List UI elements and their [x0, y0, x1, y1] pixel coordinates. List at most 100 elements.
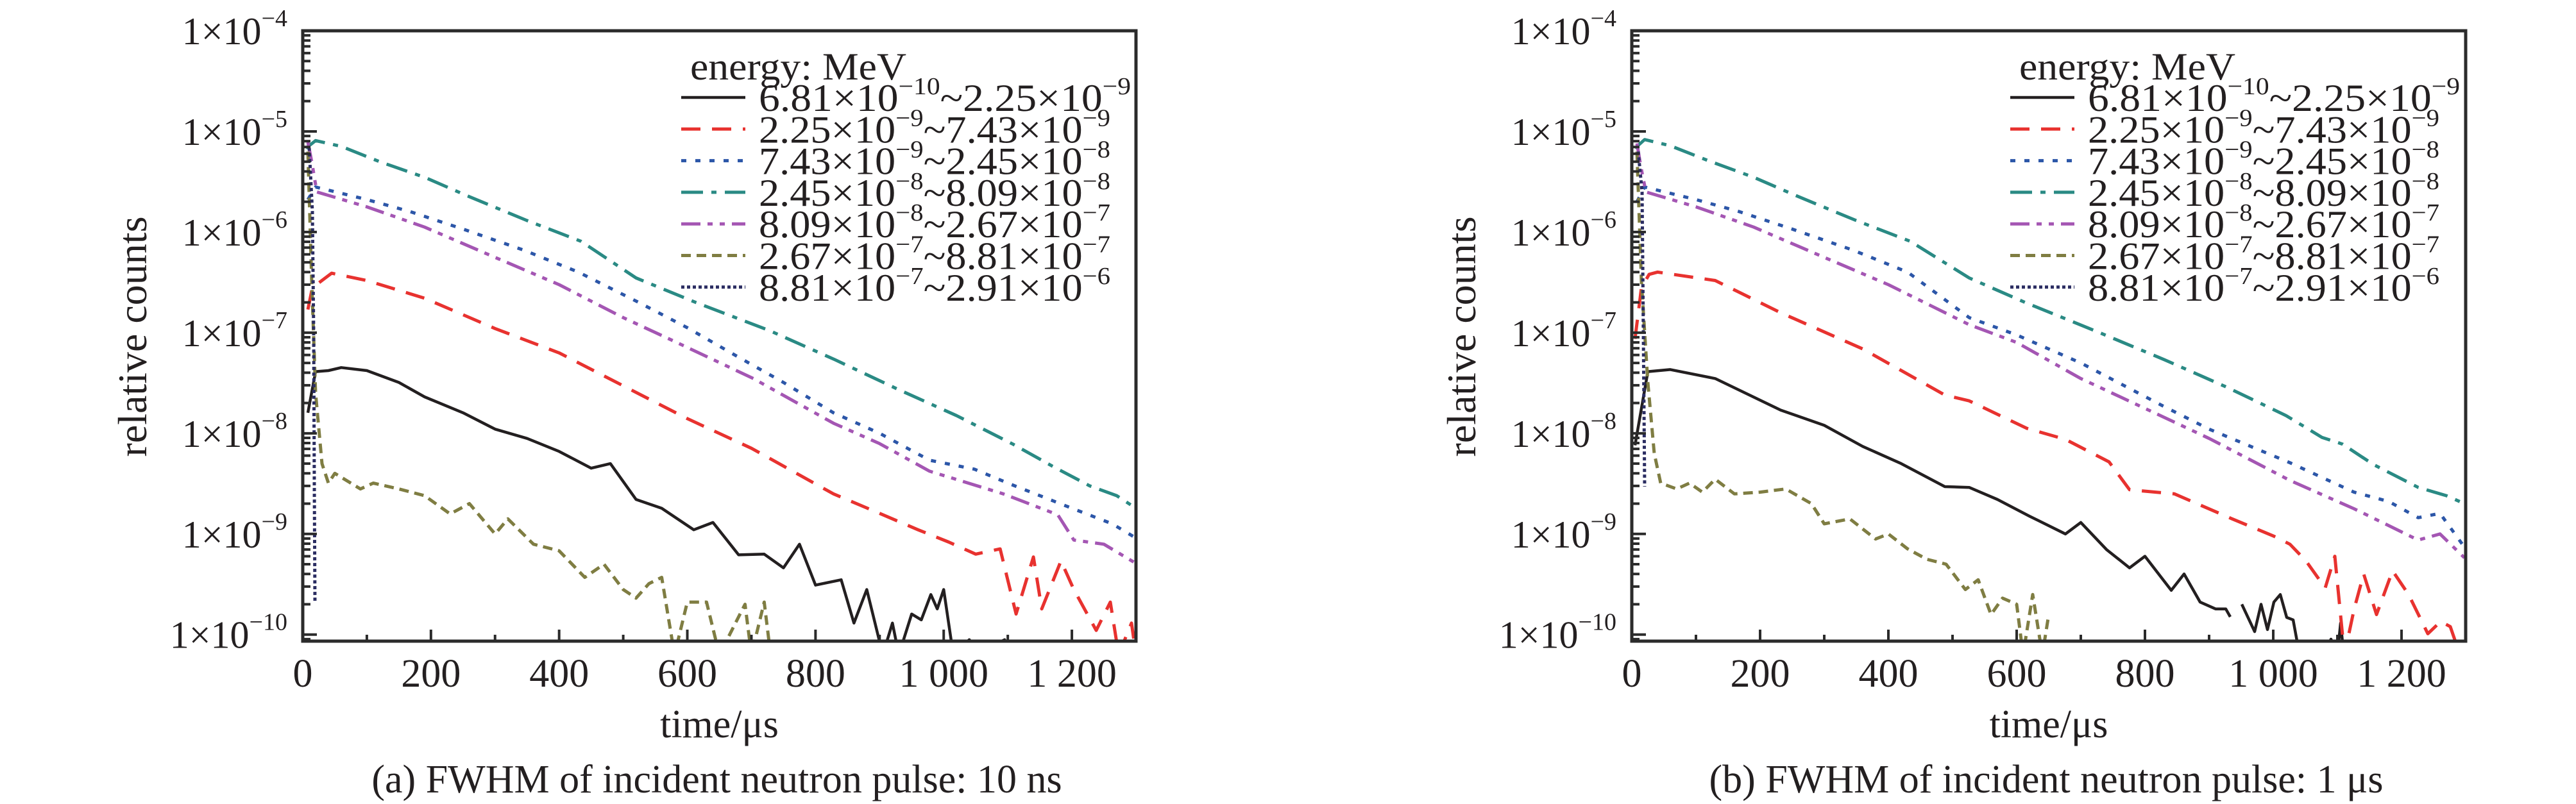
x-axis-label: time/μs	[1990, 703, 2108, 746]
legend-label-to-exponent: −7	[1083, 231, 1110, 258]
y-tick-label-base: 1×10	[1511, 514, 1591, 556]
legend-label-from: 8.81×10	[759, 267, 895, 309]
y-tick-label-exponent: −9	[1591, 508, 1616, 535]
legend-label-separator: ~	[2253, 172, 2275, 214]
legend-label-separator: ~	[2253, 267, 2275, 309]
x-tick-label: 800	[2115, 652, 2175, 696]
legend-label-from-exponent: −10	[899, 73, 940, 100]
legend-label: 8.09×10 −8~2.67×10 −7	[759, 199, 1110, 246]
series-line-5	[1635, 143, 2466, 559]
y-tick-label: 1×10−9	[1511, 508, 1616, 556]
y-tick-label: 1×10−8	[1511, 408, 1616, 455]
legend-label-from: 2.25×10	[2088, 108, 2224, 151]
legend-label: 7.43×10 −9~2.45×10 −8	[2088, 137, 2439, 183]
legend-label: 8.09×10 −8~2.67×10 −7	[2088, 199, 2439, 246]
y-tick-label-base: 1×10	[1511, 212, 1591, 254]
y-tick-label-exponent: −5	[262, 106, 287, 133]
legend-label-to: 7.43×10	[2275, 108, 2411, 151]
y-tick-label: 1×10−9	[182, 508, 287, 556]
x-tick-label: 200	[401, 652, 461, 696]
y-tick-label: 1×10−4	[182, 5, 287, 53]
y-tick-label-base: 1×10	[182, 514, 262, 556]
legend-label-to: 8.09×10	[945, 172, 1082, 214]
legend-label: 8.81×10 −7~2.91×10 −6	[759, 263, 1110, 309]
legend-label-to: 8.81×10	[2275, 235, 2411, 278]
legend-item: 7.43×10 −9~2.45×10 −8	[681, 137, 1110, 183]
legend-item: 8.81×10 −7~2.91×10 −6	[2010, 263, 2439, 309]
legend-label-from-exponent: −8	[895, 199, 923, 226]
legend-label-from-exponent: −9	[2224, 105, 2252, 131]
figure-caption: (a) FWHM of incident neutron pulse: 10 n…	[371, 758, 1062, 801]
legend-label-to-exponent: −7	[1083, 199, 1110, 226]
legend-label-from: 8.81×10	[2088, 267, 2224, 309]
x-tick-label: 1 200	[1027, 652, 1117, 696]
legend-label-to: 2.25×10	[2292, 77, 2432, 119]
legend-item: 2.45×10 −8~8.09×10 −8	[681, 168, 1110, 214]
y-tick-label-exponent: −9	[262, 508, 287, 535]
y-tick-label: 1×10−7	[182, 307, 287, 355]
legend-label-from: 7.43×10	[759, 140, 895, 183]
chart-panel-b: 1×10−41×10−51×10−61×10−71×10−81×10−91×10…	[1439, 5, 2468, 801]
legend-label-from: 2.45×10	[759, 172, 895, 214]
legend-item: 2.45×10 −8~8.09×10 −8	[2010, 168, 2439, 214]
legend-label-to: 2.25×10	[963, 77, 1103, 119]
legend-label-to: 2.45×10	[2275, 140, 2411, 183]
legend-label-from: 8.09×10	[2088, 203, 2224, 246]
legend-label-from-exponent: −8	[2224, 168, 2252, 195]
legend-item: 7.43×10 −9~2.45×10 −8	[2010, 137, 2439, 183]
series-line-2	[1633, 270, 2457, 641]
x-tick-label: 0	[1622, 652, 1642, 696]
legend-label-to: 8.81×10	[945, 235, 1082, 278]
legend-label-separator: ~	[924, 203, 946, 246]
y-tick-label: 1×10−10	[170, 609, 287, 657]
legend-title: energy: MeV	[690, 46, 906, 88]
legend-label-separator: ~	[2253, 235, 2275, 278]
legend-label-from-exponent: −8	[895, 168, 923, 195]
legend-label-to: 7.43×10	[945, 108, 1082, 151]
y-tick-label-base: 1×10	[170, 614, 250, 657]
legend-label-from-exponent: −9	[2224, 137, 2252, 163]
legend-item: 6.81×10 −10~2.25×10 −9	[2010, 73, 2460, 119]
legend-label-to: 2.91×10	[945, 267, 1082, 309]
legend-label-separator: ~	[924, 172, 946, 214]
y-tick-label-exponent: −10	[1579, 609, 1616, 636]
legend-label-from: 2.25×10	[759, 108, 895, 151]
y-tick-label-base: 1×10	[182, 10, 262, 53]
y-tick-label-exponent: −6	[262, 206, 287, 233]
legend-label-from-exponent: −7	[895, 231, 923, 258]
legend-label-to-exponent: −8	[1083, 168, 1110, 195]
y-axis-label: relative counts	[110, 217, 155, 457]
x-tick-label: 200	[1731, 652, 1790, 696]
legend-label-separator: ~	[924, 108, 946, 151]
legend-label-to: 2.67×10	[945, 203, 1082, 246]
y-tick-label-base: 1×10	[182, 212, 262, 254]
plot-frame	[1630, 29, 2468, 643]
legend-item: 8.09×10 −8~2.67×10 −7	[2010, 199, 2439, 246]
y-tick-label: 1×10−6	[182, 206, 287, 254]
legend-label-from: 2.67×10	[2088, 235, 2224, 278]
legend-label: 2.25×10 −9~7.43×10 −9	[759, 105, 1110, 151]
legend-label-from: 2.67×10	[759, 235, 895, 278]
y-tick-label-base: 1×10	[1511, 413, 1591, 455]
legend-label-to-exponent: −9	[2412, 105, 2439, 131]
legend-label-to: 2.67×10	[2275, 203, 2411, 246]
legend-label-to-exponent: −8	[1083, 137, 1110, 163]
y-tick-label-exponent: −8	[1591, 408, 1616, 435]
series-line-4	[305, 138, 1136, 510]
chart-panel-a: 1×10−41×10−51×10−61×10−71×10−81×10−91×10…	[110, 5, 1138, 801]
x-tick-label: 800	[786, 652, 845, 696]
x-tick-label: 400	[1859, 652, 1919, 696]
legend-label: 2.45×10 −8~8.09×10 −8	[2088, 168, 2439, 214]
legend-label-from: 6.81×10	[759, 77, 899, 119]
y-tick-label-base: 1×10	[1511, 10, 1591, 53]
legend-label: 2.67×10 −7~8.81×10 −7	[759, 231, 1110, 278]
legend-label-from-exponent: −7	[2224, 263, 2252, 290]
legend-label-to-exponent: −6	[1083, 263, 1110, 290]
legend-label-to: 2.91×10	[2275, 267, 2411, 309]
legend-label: 8.81×10 −7~2.91×10 −6	[2088, 263, 2439, 309]
y-tick-label: 1×10−7	[1511, 307, 1616, 355]
legend-label-to-exponent: −9	[1103, 73, 1131, 100]
legend-label-from-exponent: −10	[2228, 73, 2269, 100]
x-tick-label: 1 000	[2228, 652, 2318, 696]
